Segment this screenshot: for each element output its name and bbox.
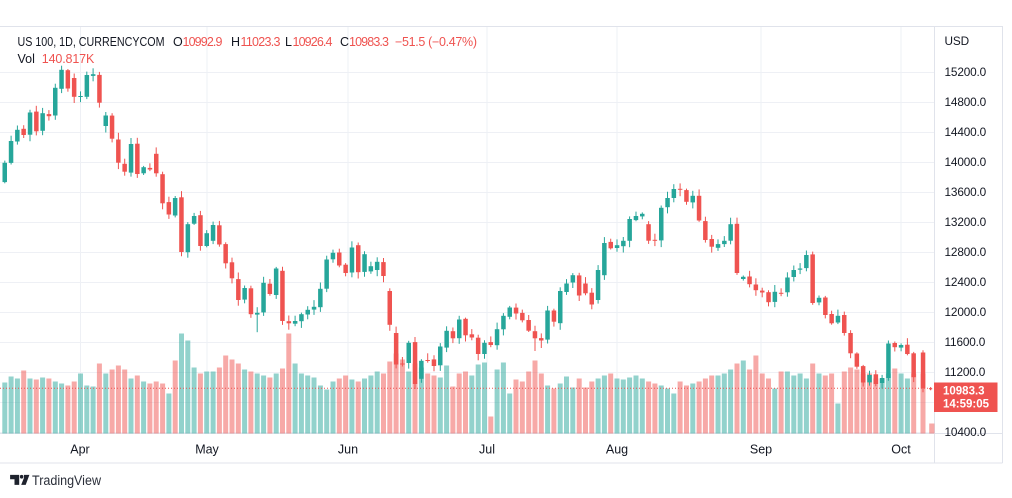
svg-text:10992.9: 10992.9: [183, 35, 223, 49]
svg-text:Jun: Jun: [338, 443, 358, 457]
svg-text:14400.0: 14400.0: [945, 125, 987, 139]
svg-text:12800.0: 12800.0: [945, 245, 987, 259]
svg-text:10983.3: 10983.3: [349, 35, 389, 49]
svg-text:14:59:05: 14:59:05: [943, 399, 990, 411]
svg-text:15200.0: 15200.0: [945, 65, 987, 79]
svg-text:H: H: [231, 35, 240, 49]
svg-text:C: C: [340, 35, 349, 49]
svg-text:Vol: Vol: [18, 52, 35, 66]
svg-text:O: O: [173, 35, 183, 49]
svg-text:US 100, 1D, CURRENCYCOM: US 100, 1D, CURRENCYCOM: [18, 35, 165, 49]
svg-text:11200.0: 11200.0: [945, 365, 986, 379]
svg-text:13600.0: 13600.0: [945, 185, 987, 199]
svg-text:12400.0: 12400.0: [945, 275, 987, 289]
svg-text:12000.0: 12000.0: [945, 305, 987, 319]
svg-text:10926.4: 10926.4: [293, 35, 333, 49]
svg-text:11600.0: 11600.0: [945, 335, 986, 349]
svg-text:11023.3: 11023.3: [241, 35, 281, 49]
svg-text:13200.0: 13200.0: [945, 215, 987, 229]
svg-text:TradingView: TradingView: [32, 473, 101, 488]
svg-text:Apr: Apr: [70, 443, 89, 457]
svg-text:L: L: [285, 35, 292, 49]
svg-text:Aug: Aug: [606, 443, 628, 457]
svg-text:USD: USD: [945, 34, 969, 48]
svg-text:−51.5 (−0.47%): −51.5 (−0.47%): [395, 35, 477, 49]
svg-text:10400.0: 10400.0: [945, 425, 987, 439]
svg-text:Oct: Oct: [891, 443, 911, 457]
svg-text:Jul: Jul: [479, 443, 495, 457]
svg-text:14800.0: 14800.0: [945, 95, 987, 109]
svg-text:140.817K: 140.817K: [42, 52, 95, 66]
svg-text:14000.0: 14000.0: [945, 155, 987, 169]
svg-text:May: May: [195, 443, 219, 457]
svg-text:Sep: Sep: [750, 443, 772, 457]
svg-text:10983.3: 10983.3: [943, 386, 985, 398]
